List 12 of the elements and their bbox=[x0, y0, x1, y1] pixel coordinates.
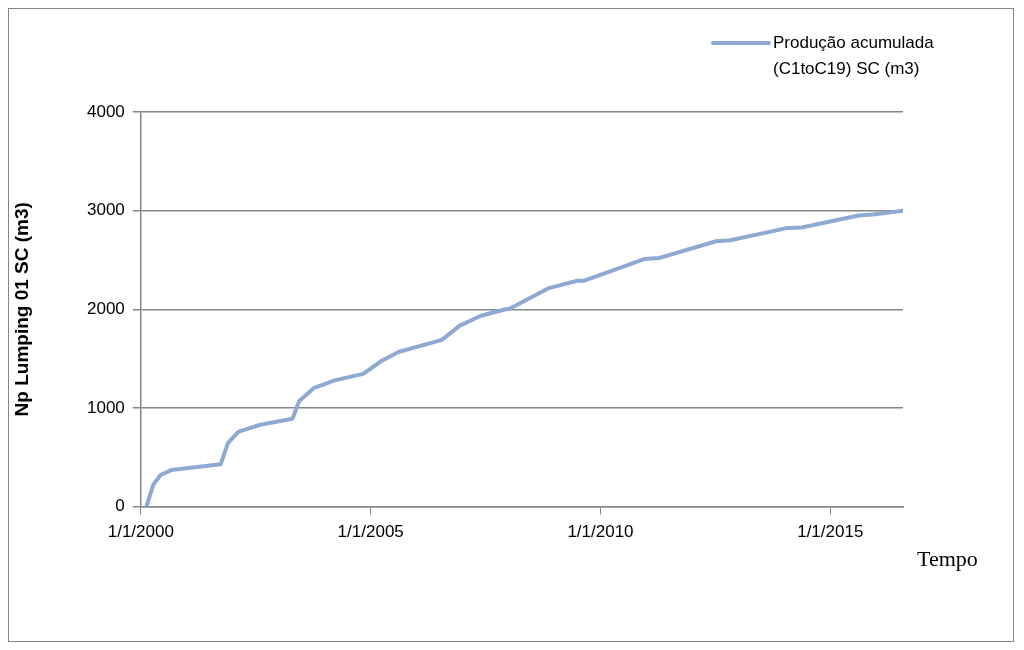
x-tick-label: 1/1/2015 bbox=[797, 522, 864, 542]
x-tick-label: 1/1/2000 bbox=[107, 522, 174, 542]
y-tick-label: 0 bbox=[115, 496, 125, 516]
y-tick-label: 4000 bbox=[86, 101, 125, 121]
x-tick-label: 1/1/2010 bbox=[567, 522, 634, 542]
x-tick-label: 1/1/2005 bbox=[337, 522, 404, 542]
y-tick-label: 3000 bbox=[86, 200, 125, 220]
legend-label: Produção acumulada (C1toC19) SC (m3) bbox=[773, 32, 935, 78]
x-axis-title: Tempo bbox=[917, 546, 978, 572]
y-tick-label: 1000 bbox=[86, 397, 125, 417]
y-tick-label: 2000 bbox=[86, 298, 125, 318]
y-axis-title: Np Lumping 01 SC (m3) bbox=[11, 202, 33, 417]
